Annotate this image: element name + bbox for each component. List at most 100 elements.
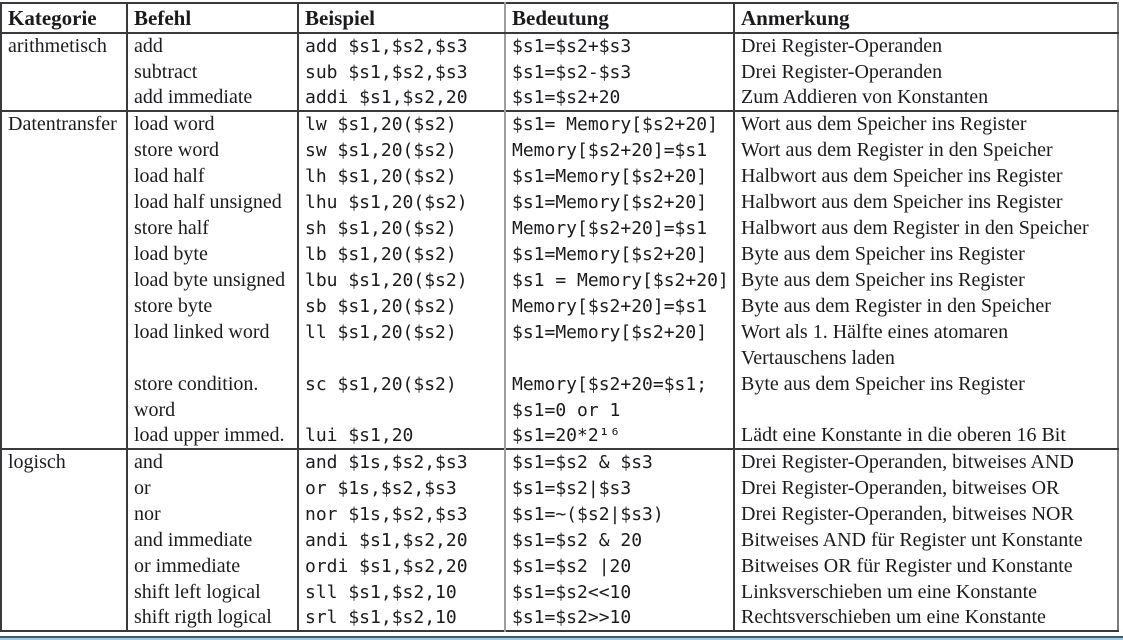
cell-kategorie: [1, 59, 128, 85]
cell-befehl: and: [127, 449, 299, 475]
cell-anmerkung: Drei Register-Operanden, bitweises AND: [741, 451, 1074, 473]
table-row: store half sh $s1,20($s2) Memory[$s2+20]…: [1, 215, 1118, 241]
cell-bedeutung: $s1=Memory[$s2+20]: [505, 241, 735, 267]
cell-kategorie: Datentransfer: [1, 111, 128, 137]
cell-anmerkung: Halbwort aus dem Register in den Speiche…: [741, 216, 1089, 239]
cell-kategorie: [1, 267, 128, 293]
table-row: or or $1s,$s2,$s3 $s1=$s2|$s3 Drei Regis…: [1, 475, 1118, 501]
cell-befehl: [127, 345, 299, 371]
section-1: Datentransfer load word lw $s1,20($s2) $…: [1, 111, 1118, 449]
cell-kategorie: [1, 371, 128, 397]
cell-anmerkung: Drei Register-Operanden: [741, 60, 943, 83]
column-header-kategorie: Kategorie: [1, 3, 128, 34]
cell-bedeutung: $s1=$s2|$s3: [505, 475, 735, 501]
table-row: store word sw $s1,20($s2) Memory[$s2+20]…: [1, 137, 1118, 163]
cell-anmerkung: Byte aus dem Speicher ins Register: [741, 372, 1025, 395]
cell-anmerkung: Drei Register-Operanden, bitweises OR: [741, 476, 1060, 499]
cell-befehl: load half: [127, 163, 299, 189]
cell-befehl: subtract: [127, 59, 299, 85]
cell-beispiel: srl $s1,$s2,10: [298, 605, 506, 631]
table-row: Vertauschens laden: [1, 345, 1118, 371]
cell-anmerkung: Byte aus dem Speicher ins Register: [741, 268, 1025, 291]
cell-bedeutung: $s1= Memory[$s2+20]: [505, 111, 735, 137]
table-row: load byte lb $s1,20($s2) $s1=Memory[$s2+…: [1, 241, 1118, 267]
section-2: logisch and and $1s,$s2,$s3 $s1=$s2 & $s…: [1, 449, 1118, 631]
cell-befehl: store half: [127, 215, 299, 241]
cell-bedeutung: $s1=0 or 1: [505, 397, 735, 423]
cell-bedeutung: $s1=$s2+$s3: [505, 33, 735, 59]
cell-bedeutung: Memory[$s2+20]=$s1: [505, 137, 735, 163]
cell-anmerkung: Drei Register-Operanden: [741, 35, 943, 57]
cell-befehl: load byte: [127, 241, 299, 267]
cell-bedeutung: $s1=20*2¹⁶: [505, 423, 735, 449]
cell-beispiel: ll $s1,20($s2): [298, 319, 506, 345]
cell-anmerkung: Bitweises AND für Register unt Konstante: [741, 528, 1083, 551]
table-row: word $s1=0 or 1: [1, 397, 1118, 423]
cell-beispiel: or $1s,$s2,$s3: [298, 475, 506, 501]
cell-anmerkung: Linksverschieben um eine Konstante: [741, 580, 1038, 603]
cell-befehl: load half unsigned: [127, 189, 299, 215]
cell-befehl: or immediate: [127, 553, 299, 579]
cell-bedeutung: [505, 345, 735, 371]
cell-beispiel: addi $s1,$s2,20: [298, 85, 506, 111]
cell-beispiel: [298, 397, 506, 423]
cell-befehl: nor: [127, 501, 299, 527]
cell-bedeutung: $s1 = Memory[$s2+20]: [505, 267, 735, 293]
cell-beispiel: sub $s1,$s2,$s3: [298, 59, 506, 85]
cell-anmerkung: [734, 397, 1118, 423]
table-row: load linked word ll $s1,20($s2) $s1=Memo…: [1, 319, 1118, 345]
cell-anmerkung: Wort als 1. Hälfte eines atomaren: [741, 320, 1009, 343]
table-row: and immediate andi $s1,$s2,20 $s1=$s2 & …: [1, 527, 1118, 553]
cell-beispiel: andi $s1,$s2,20: [298, 527, 506, 553]
cell-beispiel: sll $s1,$s2,10: [298, 579, 506, 605]
cell-befehl: or: [127, 475, 299, 501]
cell-bedeutung: $s1=Memory[$s2+20]: [505, 163, 735, 189]
cell-beispiel: and $1s,$s2,$s3: [298, 449, 506, 475]
cell-bedeutung: Memory[$s2+20]=$s1: [505, 293, 735, 319]
cell-beispiel: lui $s1,20: [298, 423, 506, 449]
cell-kategorie: arithmetisch: [1, 33, 128, 59]
cell-bedeutung: $s1=~($s2|$s3): [505, 501, 735, 527]
table-row: load half lh $s1,20($s2) $s1=Memory[$s2+…: [1, 163, 1118, 189]
table-row: store byte sb $s1,20($s2) Memory[$s2+20]…: [1, 293, 1118, 319]
cell-beispiel: nor $1s,$s2,$s3: [298, 501, 506, 527]
cell-befehl: load word: [127, 111, 299, 137]
cell-befehl: store byte: [127, 293, 299, 319]
table-row: shift rigth logical srl $s1,$s2,10 $s1=$…: [1, 605, 1118, 631]
cell-anmerkung: Byte aus dem Register in den Speicher: [741, 294, 1051, 317]
cell-befehl: add: [127, 33, 299, 59]
column-header-anmerkung: Anmerkung: [734, 3, 1118, 34]
cell-kategorie: [1, 241, 128, 267]
cell-kategorie: [1, 85, 128, 111]
cell-anmerkung: Drei Register-Operanden, bitweises NOR: [741, 502, 1074, 525]
cell-anmerkung: Wort aus dem Speicher ins Register: [741, 113, 1027, 135]
cell-bedeutung: $s1=$s2 |20: [505, 553, 735, 579]
cell-kategorie: [1, 293, 128, 319]
cell-bedeutung: $s1=$s2<<10: [505, 579, 735, 605]
cell-anmerkung: Lädt eine Konstante in die oberen 16 Bit: [741, 424, 1066, 446]
cell-anmerkung: Halbwort aus dem Speicher ins Register: [741, 164, 1063, 187]
cell-anmerkung: Byte aus dem Speicher ins Register: [741, 242, 1025, 265]
cell-anmerkung: Wort aus dem Register in den Speicher: [741, 138, 1053, 161]
cell-kategorie: [1, 397, 128, 423]
cell-kategorie: [1, 345, 128, 371]
cell-bedeutung: $s1=$s2+20: [505, 85, 735, 111]
cell-anmerkung: Rechtsverschieben um eine Konstante: [741, 606, 1046, 628]
cell-befehl: store condition.: [127, 371, 299, 397]
cell-anmerkung: Halbwort aus dem Speicher ins Register: [741, 190, 1063, 213]
cell-kategorie: [1, 189, 128, 215]
cell-kategorie: [1, 319, 128, 345]
cell-kategorie: [1, 553, 128, 579]
cell-kategorie: [1, 579, 128, 605]
cell-befehl: and immediate: [127, 527, 299, 553]
cell-bedeutung: $s1=$s2-$s3: [505, 59, 735, 85]
cell-beispiel: lh $s1,20($s2): [298, 163, 506, 189]
cell-beispiel: sw $s1,20($s2): [298, 137, 506, 163]
table-row: load half unsigned lhu $s1,20($s2) $s1=M…: [1, 189, 1118, 215]
cell-befehl: load linked word: [127, 319, 299, 345]
cell-anmerkung: Vertauschens laden: [741, 346, 895, 369]
bottom-edge-line: [0, 635, 1123, 640]
cell-kategorie: [1, 475, 128, 501]
cell-bedeutung: $s1=Memory[$s2+20]: [505, 319, 735, 345]
